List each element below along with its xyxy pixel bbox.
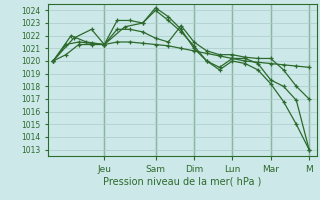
X-axis label: Pression niveau de la mer( hPa ): Pression niveau de la mer( hPa ) — [103, 177, 261, 187]
